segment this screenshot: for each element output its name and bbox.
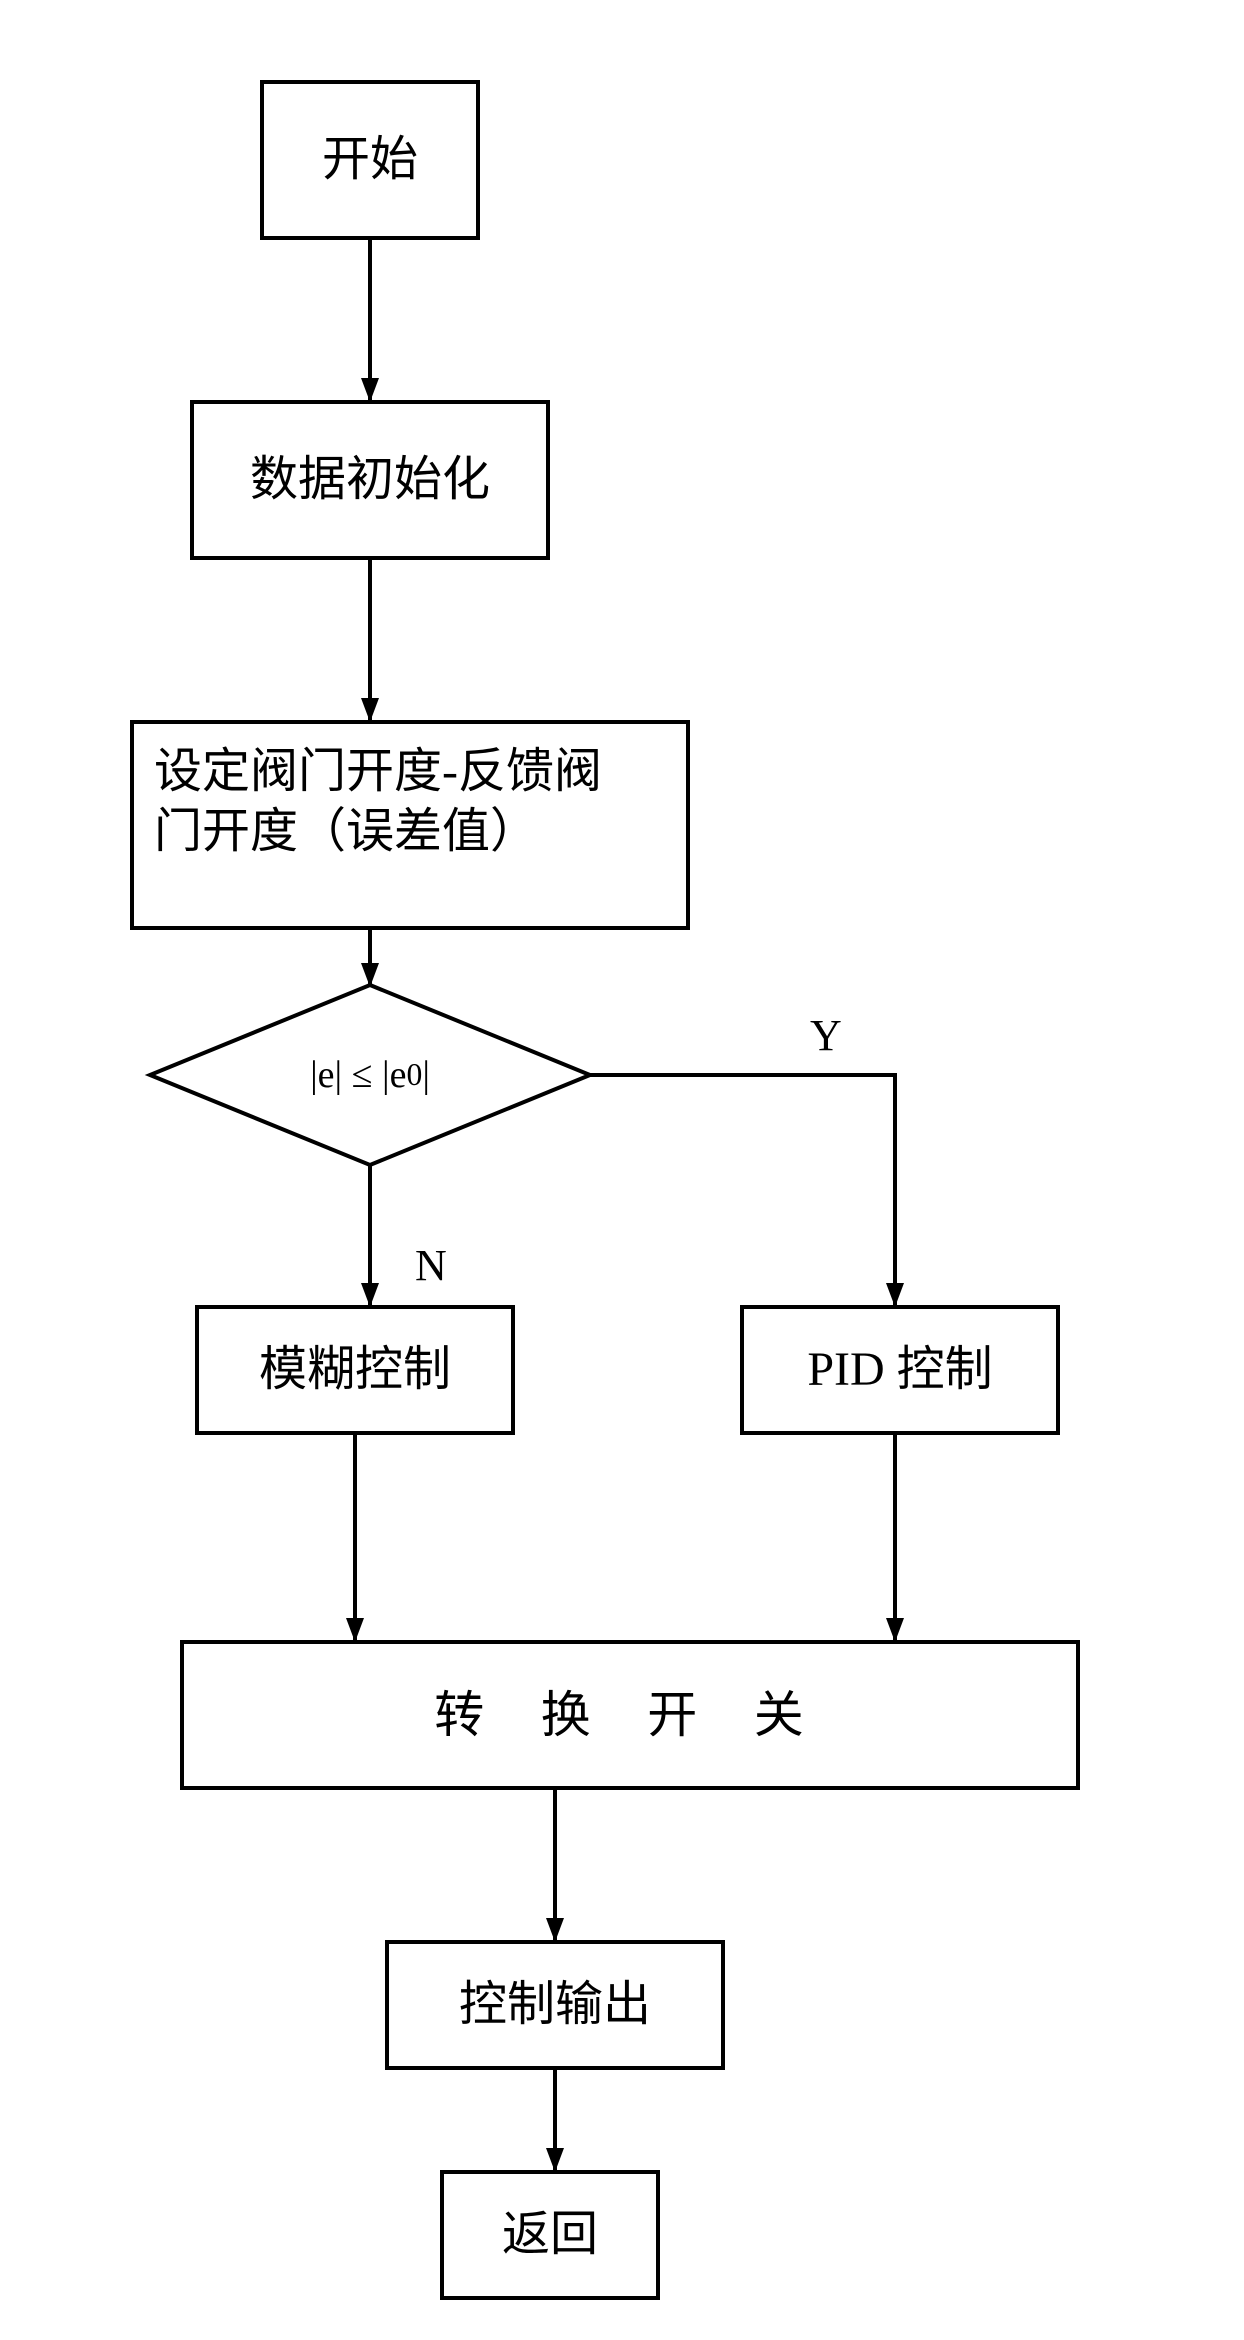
node-label: 设定阀门开度-反馈阀门开度（误差值） [154, 742, 602, 862]
node-init: 数据初始化 [190, 400, 550, 560]
node-output: 控制输出 [385, 1940, 725, 2070]
node-fuzzy: 模糊控制 [195, 1305, 515, 1435]
node-label: PID 控制 [807, 1340, 992, 1400]
node-label: 数据初始化 [250, 450, 490, 510]
node-label: |e| ≤ |e0| [150, 985, 590, 1165]
node-pid: PID 控制 [740, 1305, 1060, 1435]
node-label: 控制输出 [459, 1975, 651, 2035]
node-return: 返回 [440, 2170, 660, 2300]
edge-label-N: N [415, 1240, 447, 1291]
node-label: 开始 [322, 130, 418, 190]
node-switch: 转 换 开 关 [180, 1640, 1080, 1790]
edge-dec-pid [590, 1075, 895, 1305]
node-label: 返回 [502, 2205, 598, 2265]
node-label: 转 换 开 关 [434, 1684, 826, 1747]
node-calc: 设定阀门开度-反馈阀门开度（误差值） [130, 720, 690, 930]
edge-label-Y: Y [810, 1010, 842, 1061]
node-label: 模糊控制 [259, 1340, 451, 1400]
flowchart-canvas: 开始数据初始化设定阀门开度-反馈阀门开度（误差值） |e| ≤ |e0| 模糊控制 P… [0, 0, 1244, 2340]
node-start: 开始 [260, 80, 480, 240]
